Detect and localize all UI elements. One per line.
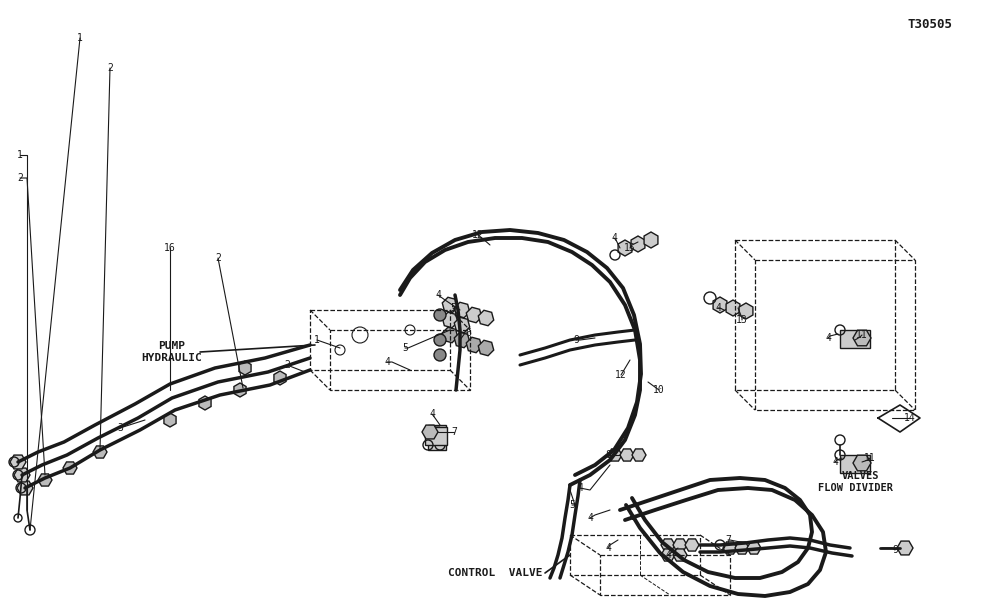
Text: 11: 11 [856, 330, 868, 340]
Polygon shape [897, 541, 913, 555]
Polygon shape [10, 455, 26, 469]
Text: 2: 2 [17, 173, 23, 183]
Polygon shape [274, 371, 286, 385]
Text: 15: 15 [624, 243, 636, 253]
Text: 5: 5 [450, 303, 456, 313]
Circle shape [434, 309, 446, 321]
Polygon shape [740, 303, 753, 319]
Text: 2: 2 [284, 360, 290, 370]
Polygon shape [239, 361, 251, 375]
Text: 1: 1 [314, 335, 320, 345]
Polygon shape [93, 446, 107, 458]
Text: 8: 8 [605, 450, 611, 460]
Polygon shape [426, 427, 444, 443]
Text: 7: 7 [451, 427, 457, 437]
Polygon shape [747, 542, 761, 554]
Text: 4: 4 [429, 409, 435, 419]
Polygon shape [478, 310, 494, 326]
Polygon shape [735, 542, 749, 554]
Text: 4: 4 [825, 333, 831, 343]
Text: 4: 4 [611, 233, 617, 243]
Polygon shape [454, 302, 469, 317]
Text: 6: 6 [465, 328, 471, 338]
Polygon shape [234, 383, 247, 397]
Text: 4: 4 [384, 357, 390, 367]
Polygon shape [454, 317, 469, 332]
Text: 4: 4 [715, 303, 721, 313]
Polygon shape [38, 474, 52, 486]
Polygon shape [199, 396, 211, 410]
Bar [425, 427, 447, 445]
Polygon shape [673, 539, 687, 551]
Polygon shape [644, 232, 658, 248]
Polygon shape [466, 307, 482, 323]
Bar [840, 455, 870, 473]
Text: 4: 4 [832, 457, 838, 467]
Polygon shape [723, 542, 737, 554]
Text: 3: 3 [117, 423, 123, 433]
Text: 1: 1 [17, 150, 23, 160]
Bar [840, 330, 870, 348]
Text: 2: 2 [215, 253, 221, 263]
Polygon shape [713, 297, 727, 313]
Text: 4: 4 [587, 513, 593, 523]
Text: 1: 1 [77, 33, 83, 43]
Text: 4: 4 [435, 290, 441, 300]
Polygon shape [608, 449, 622, 461]
Bar [428, 425, 446, 450]
Text: 4: 4 [577, 483, 583, 493]
Polygon shape [685, 539, 699, 551]
Polygon shape [620, 449, 634, 461]
Polygon shape [14, 468, 30, 482]
Text: 9: 9 [573, 335, 579, 345]
Text: 16: 16 [164, 243, 176, 253]
Text: 9: 9 [892, 545, 898, 555]
Text: 2: 2 [107, 63, 113, 73]
Text: 4: 4 [665, 550, 671, 560]
Text: 4: 4 [605, 543, 611, 553]
Polygon shape [443, 327, 457, 343]
Polygon shape [454, 332, 469, 348]
Polygon shape [632, 449, 646, 461]
Text: 11: 11 [864, 453, 876, 463]
Polygon shape [661, 549, 675, 561]
Polygon shape [466, 337, 482, 353]
Polygon shape [673, 549, 687, 561]
Polygon shape [443, 297, 457, 313]
Polygon shape [853, 455, 871, 471]
Polygon shape [17, 481, 33, 495]
Text: PUMP: PUMP [158, 341, 185, 351]
Polygon shape [443, 312, 457, 328]
Text: 12: 12 [472, 230, 484, 240]
Polygon shape [63, 462, 77, 474]
Text: 14: 14 [904, 413, 916, 423]
Polygon shape [422, 425, 438, 439]
Text: VALVES: VALVES [842, 471, 879, 481]
Polygon shape [478, 340, 494, 356]
Text: CONTROL  VALVE: CONTROL VALVE [447, 568, 543, 578]
Text: T30505: T30505 [908, 19, 952, 32]
Polygon shape [618, 240, 632, 256]
Polygon shape [853, 330, 871, 346]
Circle shape [434, 334, 446, 346]
Text: 7: 7 [725, 535, 731, 545]
Text: 13: 13 [737, 315, 747, 325]
Text: 5: 5 [402, 343, 408, 353]
Polygon shape [726, 300, 740, 316]
Polygon shape [661, 539, 675, 551]
Circle shape [434, 349, 446, 361]
Text: FLOW DIVIDER: FLOW DIVIDER [818, 483, 893, 493]
Polygon shape [164, 413, 176, 427]
Text: 5: 5 [569, 500, 575, 510]
Text: HYDRAULIC: HYDRAULIC [142, 353, 202, 363]
Text: 12: 12 [615, 370, 627, 380]
Polygon shape [631, 236, 644, 252]
Text: 10: 10 [653, 385, 665, 395]
